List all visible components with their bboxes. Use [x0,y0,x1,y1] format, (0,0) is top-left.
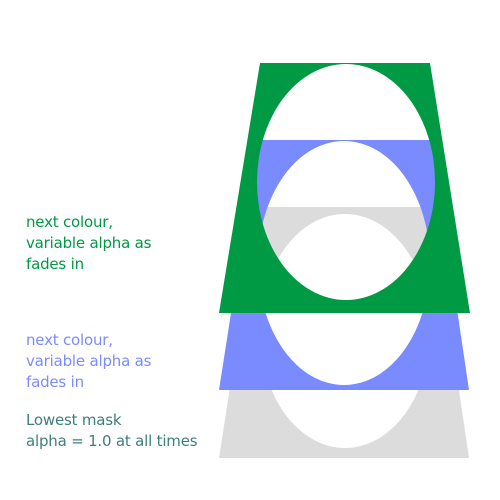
gray-layer-label: Lowest mask alpha = 1.0 at all times [26,410,198,452]
gray-label-line-1: Lowest mask [26,411,122,429]
blue-label-line-3: fades in [26,373,84,391]
gray-mask-shape [219,207,469,458]
gray-mask-layer [219,207,469,458]
green-label-line-1: next colour, [26,213,113,231]
blue-label-line-1: next colour, [26,331,113,349]
blue-layer-label: next colour, variable alpha as fades in [26,330,151,393]
blue-mask-shape [219,140,469,390]
green-label-line-3: fades in [26,255,84,273]
blue-label-line-2: variable alpha as [26,352,152,370]
gray-label-line-2: alpha = 1.0 at all times [26,432,198,450]
green-mask-shape [219,63,470,313]
green-mask-layer [219,63,470,313]
blue-mask-layer [219,140,469,390]
green-layer-label: next colour, variable alpha as fades in [26,212,151,275]
green-label-line-2: variable alpha as [26,234,152,252]
